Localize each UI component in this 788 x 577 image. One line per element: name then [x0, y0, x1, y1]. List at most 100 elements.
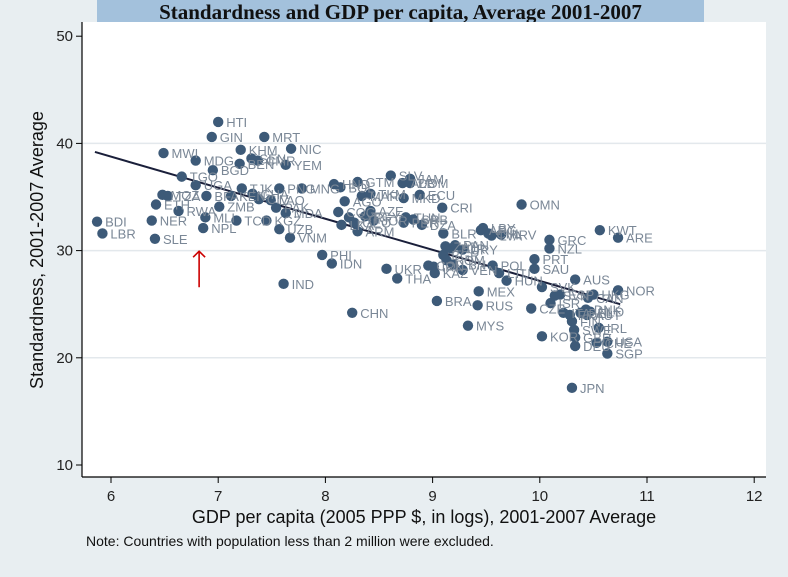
- point-label: FRA: [578, 308, 604, 323]
- point-label: LTU: [507, 266, 531, 281]
- point-label: CZE: [539, 301, 565, 316]
- point-label: SLV: [399, 169, 423, 184]
- point-label: BLR: [451, 226, 476, 241]
- data-point: [423, 260, 434, 271]
- data-point: [176, 171, 187, 182]
- point-label: SLE: [163, 232, 188, 247]
- data-point: [566, 316, 578, 327]
- point-label: SEN: [259, 151, 286, 166]
- y-axis-title: Standardness, 2001-2007 Average: [27, 111, 47, 389]
- point-label: GEO: [362, 216, 391, 231]
- annotation-arrow-head: [192, 250, 206, 258]
- point-label: TUN: [414, 210, 441, 225]
- data-point: [285, 143, 297, 154]
- point-label: VNM: [298, 231, 327, 246]
- point-label: SAU: [542, 262, 569, 277]
- x-tick-label: 10: [531, 488, 548, 505]
- x-tick-label: 9: [428, 488, 436, 505]
- data-point: [529, 253, 540, 265]
- data-point: [398, 217, 409, 228]
- point-label: LKA: [349, 218, 374, 233]
- data-point: [296, 183, 308, 194]
- point-label: PER: [412, 216, 439, 231]
- data-point: [612, 232, 624, 243]
- chart-note: Note: Countries with population less tha…: [86, 533, 494, 549]
- data-point: [347, 307, 358, 318]
- data-point: [158, 147, 169, 159]
- point-label: CHN: [360, 306, 388, 321]
- point-label: SVN: [563, 289, 590, 304]
- point-label: EGY: [373, 209, 401, 224]
- data-point: [97, 228, 108, 239]
- data-point: [162, 190, 174, 202]
- point-label: MAR: [370, 189, 399, 204]
- data-point: [91, 216, 103, 227]
- data-point: [352, 226, 363, 237]
- data-point: [270, 202, 282, 213]
- point-label: NZL: [557, 241, 582, 256]
- point-label: ZAF: [453, 239, 478, 254]
- point-label: UKR: [395, 262, 422, 277]
- point-label: DZA: [430, 218, 456, 233]
- point-label: BEL: [589, 306, 614, 321]
- point-label: UGA: [204, 178, 233, 193]
- point-label: NPL: [211, 221, 236, 236]
- point-label: TZA: [176, 189, 201, 204]
- point-label: BGD: [221, 163, 249, 178]
- point-label: LBN: [461, 258, 486, 273]
- point-label: ECU: [428, 188, 455, 203]
- data-point: [280, 207, 291, 219]
- point-label: AUS: [583, 273, 610, 288]
- data-point: [274, 183, 285, 194]
- point-label: GRC: [557, 233, 586, 248]
- point-label: TKM: [378, 187, 405, 202]
- data-point: [274, 223, 285, 235]
- data-point: [236, 183, 247, 194]
- point-label: ETH: [164, 198, 190, 213]
- data-point: [213, 116, 224, 128]
- annotation-group: [192, 250, 206, 288]
- data-point: [197, 222, 209, 234]
- point-label: IRL: [607, 321, 627, 336]
- point-label: MOZ: [170, 188, 199, 203]
- point-label: URY: [471, 243, 499, 258]
- x-tick-label: 11: [639, 488, 655, 505]
- point-label: MWI: [172, 146, 199, 161]
- data-point: [584, 306, 596, 317]
- point-label: MDG: [204, 154, 234, 169]
- point-label: AGO: [353, 194, 382, 209]
- chart-title-bar: Standardness and GDP per capita, Average…: [97, 0, 704, 24]
- point-label: THA: [405, 271, 431, 286]
- point-label: OMN: [530, 198, 560, 213]
- point-label: AZE: [378, 204, 404, 219]
- data-point: [408, 214, 419, 225]
- data-point: [398, 192, 409, 204]
- data-point: [501, 275, 512, 286]
- point-label: BGR: [451, 248, 479, 263]
- point-label: ITA: [571, 306, 591, 321]
- data-point: [569, 274, 581, 285]
- data-point: [335, 182, 346, 193]
- data-point: [569, 340, 581, 352]
- point-label: SRB: [421, 213, 448, 228]
- point-label: MYS: [476, 319, 505, 334]
- point-label: UZB: [287, 222, 313, 237]
- point-label: BEN: [248, 157, 275, 172]
- point-label: DEU: [583, 339, 610, 354]
- data-point: [472, 300, 483, 311]
- point-label: KHM: [249, 143, 278, 158]
- data-point: [190, 180, 201, 191]
- data-point: [234, 158, 245, 169]
- data-point: [447, 259, 459, 270]
- point-label: USA: [615, 335, 642, 350]
- point-label: ARG: [489, 223, 517, 238]
- data-point: [352, 176, 363, 188]
- point-label: KWT: [608, 223, 637, 238]
- data-point: [529, 263, 540, 275]
- data-point: [146, 215, 157, 226]
- data-point: [569, 332, 581, 343]
- point-label: BFA: [214, 189, 239, 204]
- point-label: TGO: [190, 170, 218, 185]
- point-label: PAN: [463, 238, 489, 253]
- point-label: MNG: [310, 181, 340, 196]
